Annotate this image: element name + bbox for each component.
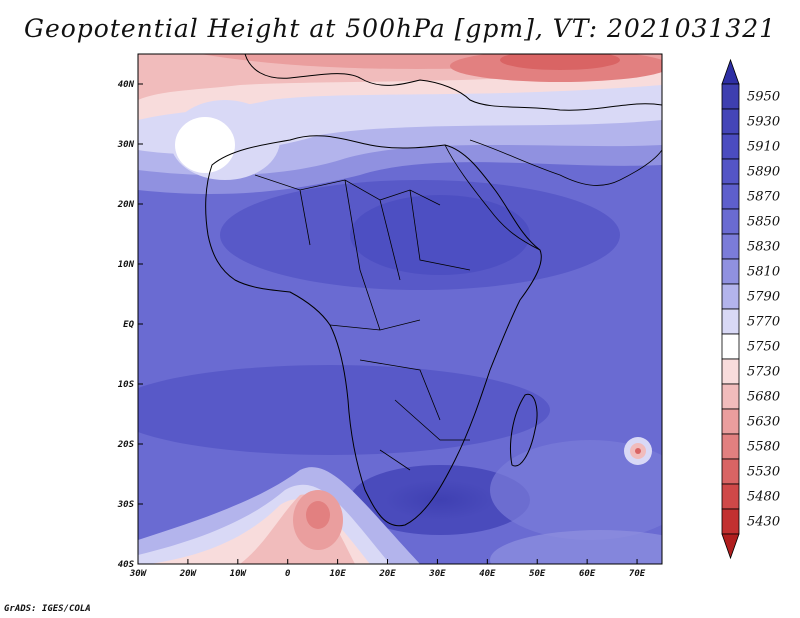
- colorbar-label: 5580: [747, 440, 780, 455]
- europe-coastline: [244, 54, 662, 111]
- colorbar-swatch: [721, 458, 740, 485]
- colorbar-label: 5810: [747, 265, 780, 280]
- colorbar-swatch: [721, 108, 740, 135]
- grads-credit: GrADS: IGES/COLA: [4, 604, 91, 614]
- colorbar-swatch: [721, 358, 740, 385]
- y-tick-label: 30N: [117, 140, 135, 150]
- x-tick-label: 50E: [529, 569, 546, 579]
- colorbar-top-triangle: [721, 58, 740, 85]
- x-tick-label: 30W: [129, 569, 148, 579]
- colorbar-label: 5430: [747, 515, 780, 530]
- x-tick-label: 20E: [378, 569, 396, 579]
- x-tick-label: 20W: [179, 569, 198, 579]
- colorbar-label: 5750: [747, 340, 780, 355]
- x-tick-label: 30E: [428, 569, 446, 579]
- colorbar-label: 5680: [747, 390, 780, 405]
- africa-coastline: [205, 135, 542, 527]
- colorbar-label: 5530: [747, 465, 780, 480]
- colorbar-swatch: [721, 408, 740, 435]
- y-tick-label: 30S: [117, 500, 135, 510]
- red-sea-coastline: [444, 144, 541, 251]
- x-tick-label: 60E: [579, 569, 596, 579]
- colorbar-label: 5770: [747, 315, 780, 330]
- y-tick-label: 40S: [118, 560, 135, 570]
- colorbar-label: 5480: [747, 490, 780, 505]
- colorbar-label: 5630: [747, 415, 780, 430]
- colorbar-swatch: [721, 483, 740, 510]
- colorbar-label: 5890: [747, 165, 780, 180]
- colorbar-swatch: [721, 433, 740, 460]
- x-tick-label: 10E: [329, 569, 346, 579]
- colorbar-label: 5830: [747, 240, 780, 255]
- colorbar-label: 5910: [747, 140, 780, 155]
- y-axis: 40N 30N 20N 10N EQ 10S 20S 30S 40S: [117, 80, 143, 570]
- x-tick-label: 10W: [230, 569, 248, 579]
- y-tick-label: 40N: [118, 80, 135, 90]
- y-tick-label: 10N: [118, 260, 135, 270]
- x-axis: 30W 20W 10W 0 10E 20E 30E 40E 50E 60E 70E: [129, 559, 646, 579]
- colorbar-swatch: [721, 508, 740, 535]
- colorbar-label: 5950: [747, 90, 780, 105]
- colorbar-swatch: [721, 83, 740, 110]
- colorbar-swatch: [721, 383, 740, 410]
- y-tick-label: 20S: [117, 440, 135, 450]
- colorbar-label: 5930: [747, 115, 780, 130]
- colorbar-swatch: [721, 158, 740, 185]
- map-title: Geopotential Height at 500hPa [gpm], VT:…: [23, 14, 777, 43]
- colorbar-swatch: [721, 183, 740, 210]
- colorbar-label: 5870: [747, 190, 780, 205]
- map-frame: [137, 53, 663, 565]
- colorbar-label: 5850: [747, 215, 780, 230]
- y-tick-label: EQ: [123, 320, 134, 330]
- colorbar-swatch: [721, 283, 740, 310]
- colorbar-label: 5790: [747, 290, 780, 305]
- colorbar-swatch: [721, 233, 740, 260]
- x-tick-label: 70E: [629, 569, 646, 579]
- colorbar-swatch: [721, 133, 740, 160]
- colorbar-swatch: [721, 258, 740, 285]
- colorbar-bottom-triangle: [721, 533, 740, 560]
- colorbar-swatch: [721, 333, 740, 360]
- colorbar-swatch: [721, 208, 740, 235]
- y-tick-label: 20N: [117, 200, 135, 210]
- colorbar: 5950 5930 5910 5890 5870 5850 5830 5810 5790 5770…: [721, 58, 780, 560]
- x-tick-label: 40E: [479, 569, 496, 579]
- arabian-peninsula-coastline: [469, 139, 662, 186]
- colorbar-swatch: [721, 308, 740, 335]
- country-borders: [254, 174, 471, 471]
- x-tick-label: 0: [285, 569, 291, 579]
- madagascar-coastline: [510, 393, 538, 467]
- y-tick-label: 10S: [118, 380, 135, 390]
- height-field: [138, 54, 662, 564]
- colorbar-label: 5730: [747, 365, 780, 380]
